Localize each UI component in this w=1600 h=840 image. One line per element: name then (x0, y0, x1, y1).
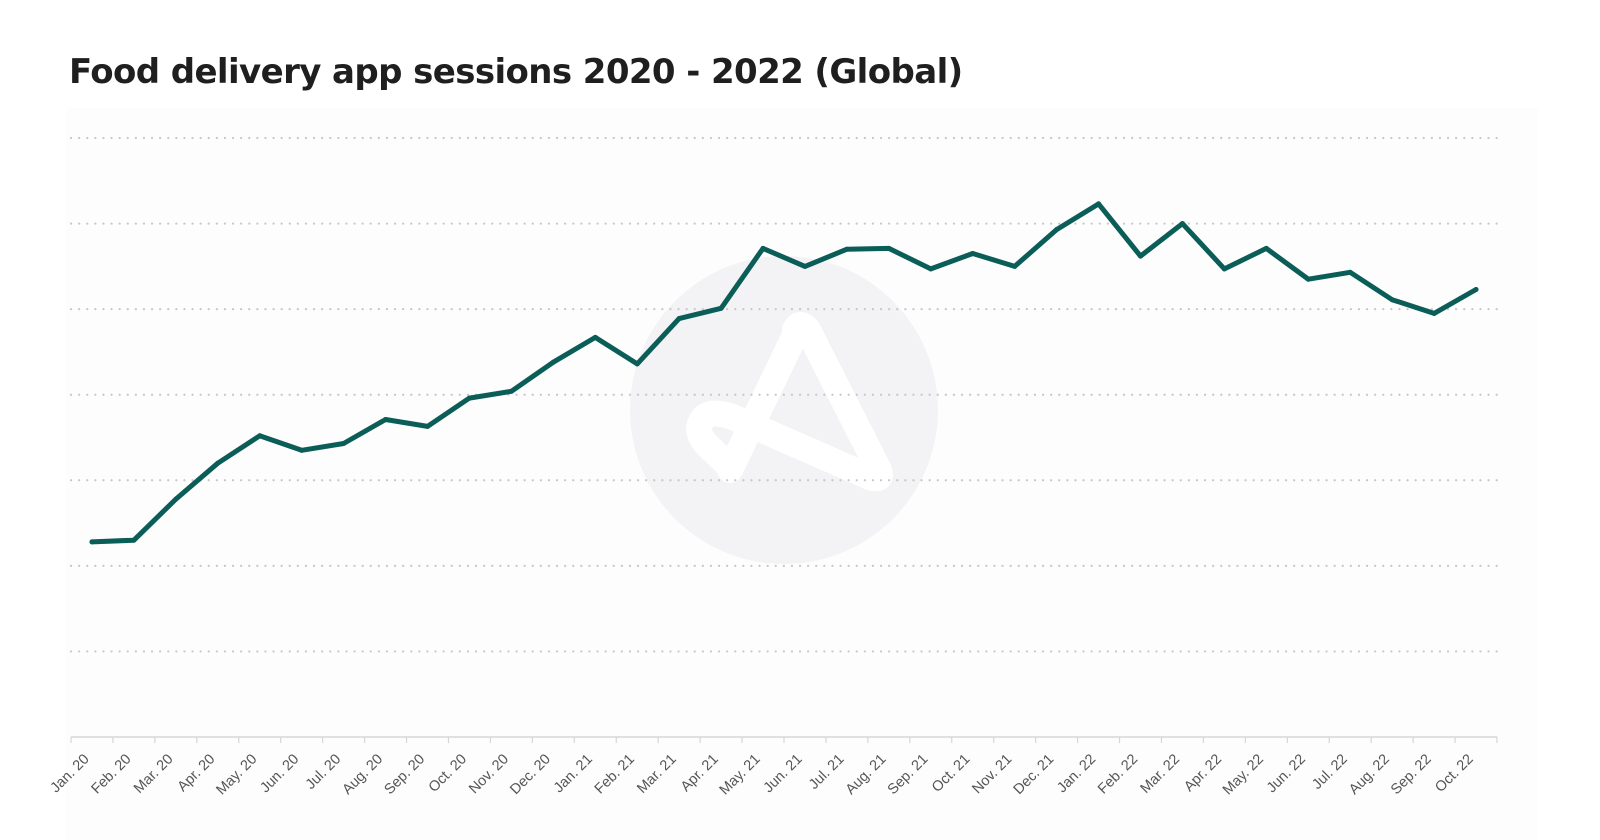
x-tick-label: Apr. 20 (175, 751, 219, 795)
x-tick-label: Oct. 22 (1432, 751, 1476, 795)
data-point-mar-20 (173, 496, 179, 502)
data-point-apr-21 (718, 305, 724, 311)
data-point-jun-21 (802, 263, 808, 269)
data-point-apr-20 (215, 460, 221, 466)
x-tick-label: Aug. 21 (843, 751, 890, 798)
x-tick-label: Jan. 21 (551, 751, 596, 796)
data-point-sep-20 (425, 423, 430, 429)
data-point-may-22 (1263, 245, 1269, 251)
data-point-feb-22 (1138, 253, 1143, 259)
data-point-oct-22 (1473, 286, 1479, 292)
data-point-may-20 (257, 433, 263, 439)
x-tick-label: May. 20 (213, 751, 260, 798)
x-tick-label: Nov. 21 (969, 751, 1015, 797)
data-point-feb-20 (131, 537, 137, 543)
data-point-aug-21 (886, 245, 892, 251)
data-point-oct-21 (970, 251, 976, 257)
data-point-feb-21 (634, 361, 640, 367)
x-tick-label: Apr. 21 (678, 751, 722, 795)
x-tick-label: May. 21 (717, 751, 764, 798)
data-point-mar-22 (1179, 221, 1185, 227)
x-tick-label: Dec. 21 (1011, 751, 1058, 798)
x-tick-label: Feb. 21 (592, 751, 638, 797)
x-tick-label: May. 22 (1220, 751, 1267, 798)
x-tick-label: Jan. 20 (48, 751, 93, 796)
data-point-jan-20 (89, 539, 95, 545)
data-point-jul-22 (1347, 269, 1353, 275)
x-axis-ticks (70, 737, 1498, 743)
x-tick-label: Sep. 21 (885, 751, 932, 798)
x-tick-label: Feb. 22 (1095, 751, 1141, 797)
chart-title: Food delivery app sessions 2020 - 2022 (… (69, 52, 963, 92)
x-tick-label: Sep. 22 (1388, 751, 1435, 798)
x-tick-label: Jul. 21 (806, 751, 848, 793)
x-tick-label: Dec. 20 (507, 751, 554, 798)
x-tick-label: Oct. 20 (426, 751, 470, 795)
brand-logo-icon (630, 256, 938, 564)
data-point-sep-22 (1431, 310, 1437, 316)
data-point-jun-22 (1305, 276, 1311, 282)
x-tick-label: Jun. 22 (1264, 751, 1309, 796)
x-tick-label: Jun. 20 (257, 751, 302, 796)
data-point-dec-20 (550, 359, 556, 365)
x-tick-label: Jul. 20 (303, 751, 345, 793)
data-point-jul-20 (341, 440, 347, 446)
series-layer (89, 201, 1479, 545)
data-point-nov-20 (508, 388, 514, 394)
data-point-jan-21 (592, 334, 598, 340)
data-point-mar-21 (676, 316, 682, 322)
x-tick-label: Aug. 22 (1346, 751, 1393, 798)
x-tick-label: Apr. 22 (1181, 751, 1225, 795)
data-point-sep-21 (928, 266, 934, 272)
x-tick-label: Mar. 21 (634, 751, 680, 797)
series-line (89, 201, 1479, 545)
data-point-jul-21 (844, 246, 850, 252)
data-point-dec-21 (1054, 227, 1060, 233)
data-point-oct-20 (466, 395, 472, 401)
data-point-jan-22 (1096, 201, 1102, 207)
data-point-apr-22 (1221, 266, 1227, 272)
x-tick-label: Jan. 22 (1054, 751, 1099, 796)
data-point-aug-20 (383, 417, 389, 423)
x-tick-label: Mar. 20 (131, 751, 177, 797)
x-tick-label: Oct. 21 (929, 751, 973, 795)
x-tick-label: Feb. 20 (88, 751, 134, 797)
data-point-aug-22 (1389, 297, 1395, 303)
x-tick-label: Aug. 20 (340, 751, 387, 798)
data-point-jun-20 (299, 447, 305, 453)
x-tick-label: Jul. 22 (1309, 751, 1351, 793)
x-tick-label: Mar. 22 (1138, 751, 1184, 797)
data-point-may-21 (760, 245, 766, 251)
x-tick-label: Nov. 20 (466, 751, 512, 797)
gridlines (69, 136, 1499, 653)
x-tick-label: Jun. 21 (761, 751, 806, 796)
data-point-nov-21 (1012, 263, 1018, 269)
x-tick-label: Sep. 20 (381, 751, 428, 798)
